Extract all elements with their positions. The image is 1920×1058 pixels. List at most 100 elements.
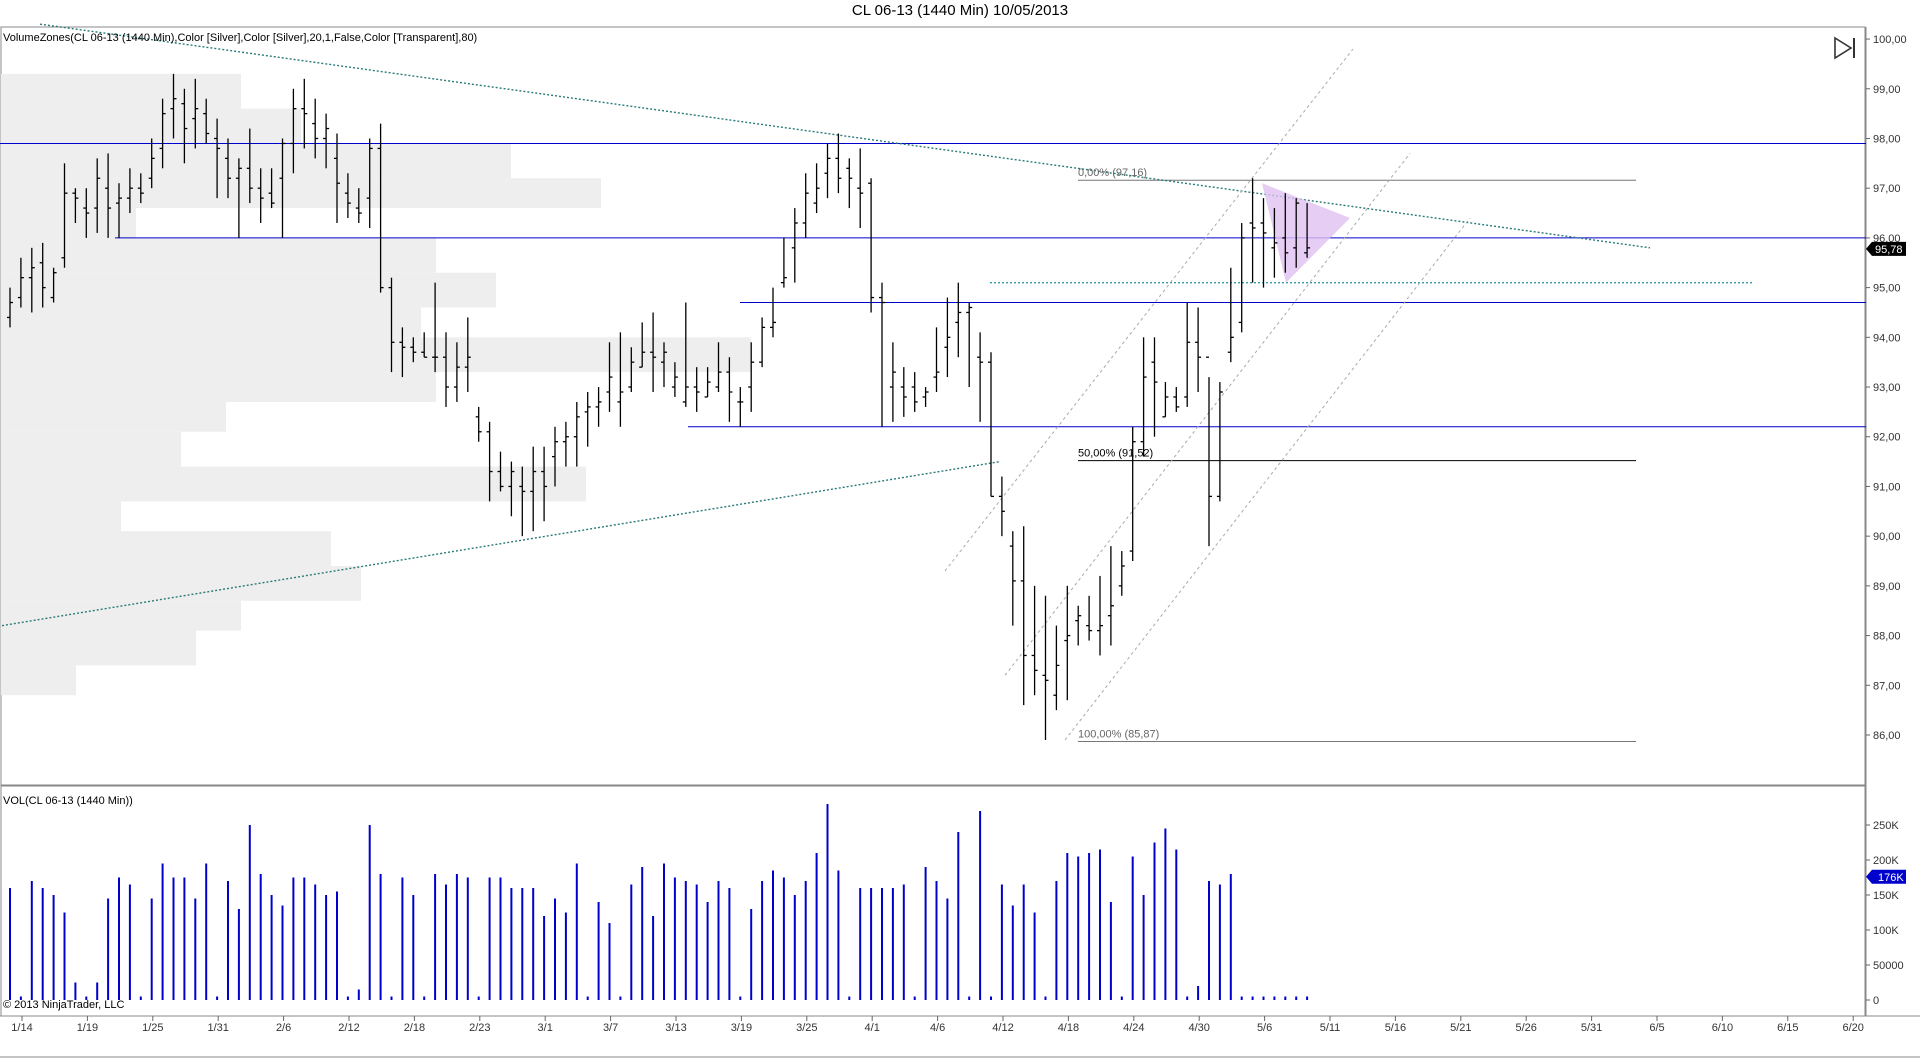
volume-tick-label: 0 [1873, 995, 1879, 1007]
price-tick-label: 91,00 [1873, 481, 1901, 493]
ohlc-bar [519, 466, 526, 537]
ohlc-bar [628, 347, 635, 393]
ohlc-bar [595, 387, 602, 427]
ohlc-bar [977, 332, 984, 422]
date-tick-label: 6/15 [1777, 1022, 1798, 1034]
ohlc-bar [7, 287, 13, 328]
ohlc-bar [268, 168, 275, 209]
ohlc-bar [1042, 595, 1049, 740]
ohlc-bar [464, 317, 471, 393]
ohlc-bar [552, 426, 558, 487]
ohlc-bar [1206, 356, 1212, 547]
price-tick-label: 93,00 [1873, 382, 1901, 394]
ohlc-bar [170, 73, 177, 139]
date-tick-label: 3/25 [796, 1022, 817, 1034]
ohlc-bar [1249, 178, 1256, 283]
ohlc-bar [966, 302, 973, 388]
ohlc-bar [39, 242, 46, 308]
ohlc-bar [715, 342, 722, 393]
ohlc-bar [922, 387, 929, 407]
volume-zone [1, 501, 121, 532]
volume-zone [1, 208, 136, 238]
ohlc-bar [105, 153, 112, 238]
volume-zone [1, 237, 436, 273]
ohlc-bar [671, 362, 678, 397]
ohlc-bar [693, 367, 700, 412]
ohlc-bar [290, 88, 297, 174]
volume-tick-label: 200K [1873, 855, 1899, 867]
price-tick-label: 88,00 [1873, 631, 1901, 643]
ohlc-bar [1195, 307, 1202, 393]
ohlc-bar [1173, 387, 1180, 412]
ohlc-bar [1097, 575, 1103, 656]
ohlc-bar [508, 461, 515, 517]
ohlc-bar [366, 138, 373, 228]
date-tick-label: 4/6 [930, 1022, 945, 1034]
ohlc-bar [486, 421, 493, 502]
ohlc-bar [235, 158, 242, 238]
ohlc-bar [192, 78, 199, 149]
date-tick-label: 5/21 [1450, 1022, 1471, 1034]
ohlc-bar [759, 317, 766, 368]
ohlc-bar [541, 446, 548, 522]
date-tick-label: 3/1 [538, 1022, 553, 1034]
date-tick-label: 1/31 [207, 1022, 228, 1034]
date-tick-label: 5/11 [1320, 1022, 1341, 1034]
ohlc-bar [50, 267, 57, 303]
date-tick-label: 4/24 [1123, 1022, 1144, 1034]
volume-zone [1, 531, 331, 566]
ohlc-bar [126, 168, 133, 214]
price-tick-label: 98,00 [1873, 133, 1901, 145]
volume-tick-label: 100K [1873, 925, 1899, 937]
ohlc-bar [377, 123, 384, 293]
ohlc-bar [988, 352, 994, 498]
ohlc-bar [1238, 222, 1245, 333]
ohlc-bar [1118, 551, 1125, 596]
ohlc-bar [1031, 585, 1038, 696]
ohlc-bar [1162, 382, 1169, 418]
ohlc-bar [1304, 203, 1311, 258]
ohlc-bar [846, 158, 853, 209]
ohlc-bar [562, 421, 569, 467]
volume-panel [0, 785, 1866, 1017]
date-tick-label: 4/12 [992, 1022, 1013, 1034]
price-panel-label: VolumeZones(CL 06-13 (1440 Min),Color [S… [3, 32, 478, 44]
volume-zone [1, 337, 751, 373]
volume-zone [1, 272, 496, 308]
ohlc-bar [900, 367, 907, 417]
ohlc-bar [650, 312, 657, 393]
ohlc-bar [1107, 546, 1114, 646]
price-tick-label: 100,00 [1873, 34, 1907, 46]
ohlc-bar [410, 337, 417, 363]
ohlc-bar [791, 208, 798, 283]
ohlc-bar [301, 78, 308, 149]
ohlc-bar [889, 342, 896, 422]
fib-label-100: 100,00% (85,87) [1078, 728, 1159, 740]
ohlc-bar [116, 183, 122, 238]
ohlc-bar [802, 173, 809, 238]
ohlc-bar [1184, 302, 1191, 407]
ohlc-bar [748, 342, 755, 412]
ohlc-bar [726, 357, 733, 422]
ohlc-bar [246, 128, 253, 204]
date-tick-label: 5/26 [1515, 1022, 1536, 1034]
volume-tick-label: 250K [1873, 820, 1899, 832]
ohlc-bar [1053, 625, 1060, 711]
price-tick-label: 90,00 [1873, 531, 1901, 543]
date-tick-label: 3/19 [731, 1022, 752, 1034]
ohlc-bar [780, 237, 787, 288]
ohlc-bar [835, 133, 842, 194]
date-tick-label: 1/25 [142, 1022, 163, 1034]
triangle-pattern [1262, 183, 1350, 283]
play-to-end-icon[interactable] [1832, 35, 1858, 61]
ohlc-bar [475, 406, 482, 442]
volume-zone [1, 178, 601, 209]
volume-zone [1, 630, 196, 666]
date-tick-label: 2/18 [404, 1022, 425, 1034]
ohlc-bar [1227, 267, 1234, 363]
ohlc-bar [323, 113, 330, 169]
date-tick-label: 6/10 [1712, 1022, 1733, 1034]
ohlc-bar [1064, 585, 1071, 701]
copyright-text: © 2013 NinjaTrader, LLC [3, 999, 125, 1011]
